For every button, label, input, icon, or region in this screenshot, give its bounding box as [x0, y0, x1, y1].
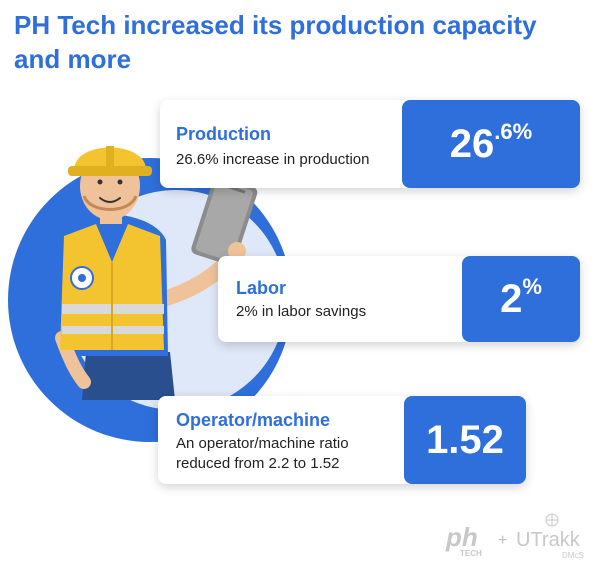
stat-main: 1.52 [426, 418, 504, 462]
utrakk-logo-subtext: DMcS [562, 551, 584, 560]
card-labor: Labor 2% in labor savings 2 % [218, 256, 580, 342]
page-title: PH Tech increased its production capacit… [14, 10, 537, 74]
utrakk-network-icon [545, 513, 559, 527]
card-description: An operator/machine ratio reduced from 2… [176, 435, 349, 472]
stat-suffix: % [522, 274, 542, 299]
tablet-icon [191, 176, 258, 266]
stat-main: 26 [449, 122, 495, 166]
card-production: Production 26.6% increase in production … [160, 100, 580, 188]
stat-decimal: .6 [494, 119, 513, 144]
utrakk-logo: UTrakk DMcS [516, 513, 584, 560]
footer-logos: ph TECH + UTrakk DMcS [442, 512, 592, 568]
stat-main: 2 [500, 277, 523, 321]
card-label: Labor [236, 278, 287, 298]
ph-logo-subtext: TECH [460, 549, 482, 558]
card-label: Operator/machine [176, 410, 331, 430]
stat-box: 2 % [462, 256, 580, 342]
plus-sign: + [498, 532, 507, 549]
stat-box: 26 .6 % [402, 100, 580, 188]
card-operator-machine: Operator/machine An operator/machine rat… [158, 396, 526, 484]
ph-logo-text: ph [445, 522, 478, 552]
stat-box: 1.52 [404, 396, 526, 484]
card-label: Production [176, 124, 271, 144]
utrakk-logo-text: UTrakk [516, 529, 581, 551]
card-description: 26.6% increase in production [176, 151, 370, 168]
card-description: 2% in labor savings [236, 303, 367, 320]
stat-suffix: % [512, 119, 533, 144]
ph-tech-logo: ph TECH [445, 522, 482, 558]
